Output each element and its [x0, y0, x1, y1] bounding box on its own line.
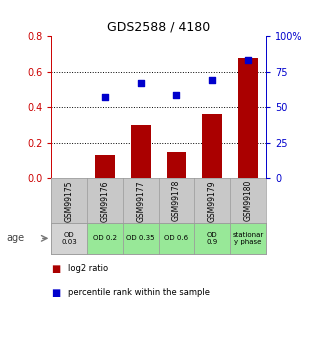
Bar	[159, 223, 194, 254]
Point	[138, 80, 143, 86]
Bar	[131, 125, 151, 178]
Text: OD
0.03: OD 0.03	[61, 232, 77, 245]
Bar	[167, 152, 186, 178]
Text: GSM99175: GSM99175	[65, 180, 74, 221]
Point	[103, 95, 108, 100]
Text: OD 0.35: OD 0.35	[127, 235, 155, 242]
Text: ■: ■	[51, 264, 61, 274]
Text: ■: ■	[51, 288, 61, 298]
Bar	[202, 115, 222, 178]
Text: stationar
y phase: stationar y phase	[232, 232, 264, 245]
Text: GSM99178: GSM99178	[172, 180, 181, 221]
Text: age: age	[6, 233, 24, 243]
Text: OD 0.2: OD 0.2	[93, 235, 117, 242]
Text: GSM99176: GSM99176	[100, 180, 109, 221]
Bar	[51, 223, 87, 254]
Text: percentile rank within the sample: percentile rank within the sample	[68, 288, 211, 297]
Bar	[238, 58, 258, 178]
Text: OD
0.9: OD 0.9	[207, 232, 218, 245]
Text: GSM99177: GSM99177	[136, 180, 145, 221]
Title: GDS2588 / 4180: GDS2588 / 4180	[107, 21, 210, 34]
Bar	[194, 223, 230, 254]
Point	[174, 92, 179, 97]
Point	[210, 78, 215, 83]
Bar	[95, 155, 115, 178]
Text: log2 ratio: log2 ratio	[68, 264, 109, 273]
Text: GSM99180: GSM99180	[244, 180, 253, 221]
Bar	[87, 223, 123, 254]
Bar	[123, 223, 159, 254]
Text: GSM99179: GSM99179	[208, 180, 217, 221]
Point	[245, 58, 250, 63]
Bar	[230, 223, 266, 254]
Text: OD 0.6: OD 0.6	[165, 235, 188, 242]
